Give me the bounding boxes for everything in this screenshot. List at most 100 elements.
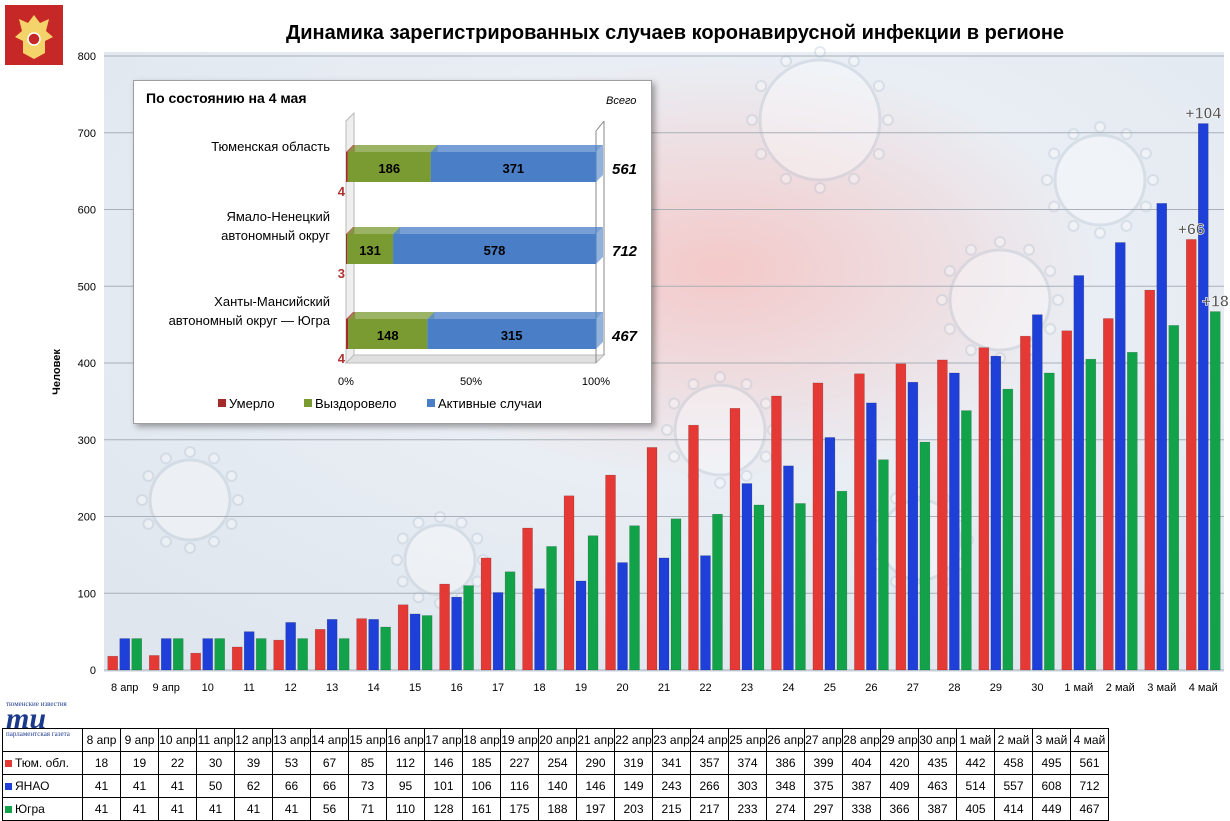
table-cell: 101	[424, 774, 463, 798]
bar-yugra	[172, 638, 184, 671]
bar-yugra	[380, 626, 391, 671]
page-title: Динамика зарегистрированных случаев коро…	[285, 22, 1065, 44]
table-column-header: 8 апр	[82, 728, 121, 752]
bar-yanao	[866, 402, 877, 671]
data-table: 8 апр 9 апр 10 апр 11 апр 12 апр 13 апр 14 апр…	[2, 728, 1109, 821]
table-cell: 66	[310, 774, 349, 798]
x-tick-label: 3 май	[1147, 682, 1176, 694]
bar-yugra	[795, 503, 806, 671]
table-column-header: 29 апр	[880, 728, 919, 752]
bar-yanao	[534, 588, 545, 671]
legend-swatch	[5, 783, 12, 790]
series-name: Югра	[15, 802, 45, 816]
table-cell: 449	[1032, 797, 1071, 821]
brand-mark: ти	[6, 702, 47, 735]
table-column-header: 1 май	[956, 728, 995, 752]
table-cell: 217	[690, 797, 729, 821]
table-cell: 404	[842, 751, 881, 775]
inset-total-label: 467	[611, 328, 638, 345]
table-cell: 557	[994, 774, 1033, 798]
table-cell: 41	[120, 774, 159, 798]
table-cell: 146	[424, 751, 463, 775]
inset-floor	[344, 354, 606, 364]
bar-yugra	[712, 513, 723, 671]
table-column-header: 3 май	[1032, 728, 1071, 752]
bar-yugra	[878, 459, 889, 671]
bar-tum	[1020, 335, 1031, 671]
table-cell: 175	[500, 797, 539, 821]
table-cell: 387	[918, 797, 957, 821]
table-column-header: 19 апр	[500, 728, 539, 752]
bar-tum	[1186, 239, 1197, 671]
inset-active-label: 371	[502, 161, 524, 176]
bar-yugra	[753, 504, 765, 671]
table-column-header: 14 апр	[310, 728, 349, 752]
table-column-header: 21 апр	[576, 728, 615, 752]
table-cell: 188	[538, 797, 577, 821]
table-cell: 405	[956, 797, 995, 821]
legend-swatch	[5, 760, 12, 767]
y-tick-label: 200	[78, 512, 96, 524]
table-cell: 338	[842, 797, 881, 821]
table-cell: 458	[994, 751, 1033, 775]
brand-top-text: тюменские известия	[6, 700, 67, 708]
table-column-header: 9 апр	[120, 728, 159, 752]
bar-yugra	[297, 638, 308, 671]
bar-tum	[771, 395, 782, 671]
table-cell: 463	[918, 774, 957, 798]
inset-total-label: 561	[612, 161, 637, 178]
table-cell: 22	[158, 751, 197, 775]
table-cell: 53	[272, 751, 311, 775]
table-cell: 128	[424, 797, 463, 821]
bar-yanao	[492, 592, 504, 671]
inset-legend-swatch	[218, 399, 226, 407]
table-cell: 41	[82, 797, 121, 821]
bar-yanao	[202, 638, 213, 671]
bar-tum	[397, 604, 409, 671]
bar-yugra	[670, 518, 682, 671]
table-column-header: 13 апр	[272, 728, 311, 752]
table-cell: 41	[120, 797, 159, 821]
inset-died-label: 4	[338, 351, 346, 366]
y-tick-label: 500	[78, 281, 96, 293]
bar-yugra	[1002, 388, 1014, 671]
table-cell: 41	[234, 797, 273, 821]
table-column-header: 18 апр	[462, 728, 501, 752]
table-cell: 414	[994, 797, 1033, 821]
bar-tum	[605, 474, 616, 671]
bar-yanao	[409, 613, 421, 671]
bar-tum	[1103, 318, 1114, 671]
inset-active-label: 578	[484, 243, 506, 258]
emblem-logo	[5, 5, 63, 65]
table-cell: 409	[880, 774, 919, 798]
table-cell: 50	[196, 774, 235, 798]
bar-yugra	[1168, 325, 1180, 671]
bar-tum	[480, 557, 492, 671]
bar-tum	[937, 359, 948, 671]
table-cell: 71	[348, 797, 387, 821]
inset-region-name: Тюменская область	[211, 139, 330, 154]
table-cell: 95	[386, 774, 425, 798]
table-row-header: Тюм. обл.	[2, 751, 83, 775]
table-column-header: 23 апр	[652, 728, 691, 752]
table-cell: 290	[576, 751, 615, 775]
inset-recovered-label: 148	[377, 328, 399, 343]
bar-tum	[107, 655, 118, 671]
table-column-header: 12 апр	[234, 728, 273, 752]
table-cell: 357	[690, 751, 729, 775]
bar-tum	[1144, 289, 1156, 671]
table-cell: 274	[766, 797, 805, 821]
bar-yanao	[451, 596, 462, 671]
virus-shape	[136, 446, 244, 554]
bar-yanao	[243, 631, 255, 671]
bar-tum	[895, 363, 907, 671]
bar-yanao	[907, 381, 919, 671]
table-cell: 161	[462, 797, 501, 821]
